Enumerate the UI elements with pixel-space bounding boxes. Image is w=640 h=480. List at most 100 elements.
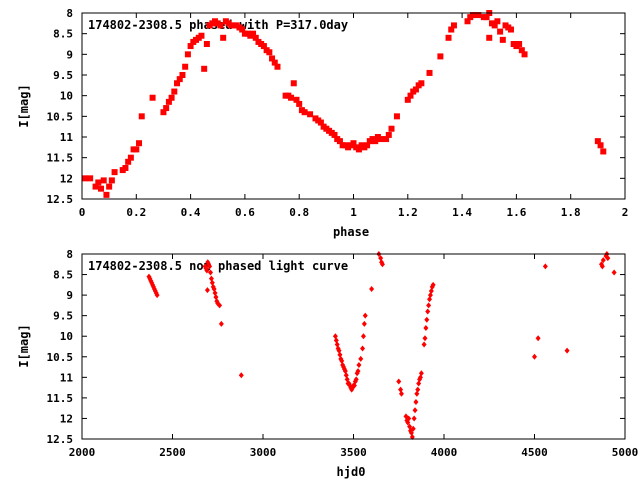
phased-data-point [437,53,444,60]
unphased-y-tick-label: 11.5 [47,392,74,405]
unphased-data-point [406,415,412,422]
phased-data-point [364,142,371,149]
unphased-data-point [423,325,429,331]
unphased-y-tick-label: 8 [66,248,73,261]
phased-data-point [201,65,208,72]
unphased-data-point [336,347,342,354]
unphased-data-point [208,275,214,282]
unphased-data-point [343,372,349,379]
unphased-data-point [427,292,433,299]
phased-data-point [133,146,140,153]
unphased-data-point [209,279,215,286]
phased-y-tick-label: 11 [60,131,74,144]
phased-data-point [81,175,88,182]
unphased-data-point [154,292,160,299]
unphased-data-point [238,372,244,379]
unphased-data-point [413,399,419,405]
phased-x-tick-label: 1.8 [561,206,581,219]
unphased-data-point [332,333,338,340]
phased-data-point [518,47,525,54]
phased-data-point [165,98,172,105]
phased-data-point [426,69,433,76]
phased-data-point [269,55,276,62]
unphased-data-point [344,376,350,383]
phased-data-point [483,14,490,21]
phased-plot-frame [81,12,626,200]
phased-data-point [138,113,145,120]
unphased-data-point [407,423,413,430]
phased-data-point [491,22,498,29]
phased-data-point [122,165,129,171]
unphased-data-point [396,378,402,385]
phased-data-point [239,26,246,33]
unphased-data-point [409,433,415,440]
phased-x-tick-label: 1 [350,206,357,219]
unphased-y-tick-label: 11 [60,371,74,384]
phased-x-tick-label: 0 [79,206,86,219]
phased-data-point [182,63,189,70]
phased-data-point [288,94,295,101]
unphased-data-point [605,255,611,262]
phased-data-point [95,179,102,186]
phased-data-point [168,94,175,101]
unphased-x-tick-label: 4500 [521,446,548,459]
unphased-x-tick-label: 2000 [69,446,96,459]
phased-data-point [250,30,257,37]
phased-data-point [594,138,601,145]
phased-data-point [187,43,194,50]
phased-data-point [494,18,501,25]
phased-data-point [499,36,506,43]
phased-data-point [412,86,419,93]
phased-y-tick-label: 10 [60,90,73,103]
phased-data-point [469,12,476,19]
unphased-x-tick-label: 4000 [431,446,458,459]
unphased-data-point [418,370,424,377]
unphased-y-tick-label: 12.5 [47,433,74,446]
unphased-data-point [398,390,404,397]
unphased-data-point [360,333,366,340]
unphased-y-axis-label: I[mag] [17,324,31,367]
phased-data-point [274,63,281,70]
phased-data-point [464,18,471,25]
phased-data-point [260,43,267,50]
phased-data-point [220,34,227,41]
phased-data-point [98,185,105,192]
phased-data-point [372,138,379,145]
unphased-data-point [212,290,218,297]
phased-data-point [106,183,113,190]
phased-data-point [179,72,186,78]
unphased-data-point [428,288,434,294]
unphased-data-point [207,263,213,270]
unphased-data-point [339,357,345,364]
unphased-y-tick-label: 9.5 [53,310,73,323]
phased-y-tick-label: 9.5 [53,69,73,82]
unphased-data-point [408,429,414,436]
unphased-data-point [398,386,404,393]
phased-data-point [393,113,400,120]
phased-x-tick-label: 0.6 [235,206,255,219]
unphased-y-tick-label: 10 [60,330,73,343]
unphased-x-tick-label: 3500 [340,446,367,459]
unphased-data-point [204,287,210,294]
unphased-data-point [424,316,430,323]
phased-y-axis-label: I[mag] [17,84,31,127]
phased-y-tick-label: 12.5 [47,193,74,206]
unphased-data-point [204,267,210,274]
phased-data-point [103,191,110,198]
unphased-axis-ticks: 2000 2500 3000 3500 4000 4500 5000 8 8.5 9 9.5 10 10… [47,248,639,459]
phased-data-point [486,34,493,41]
unphased-data-point [416,380,422,387]
unphased-data-point [599,263,605,270]
phased-data-point [149,94,156,101]
phased-x-tick-label: 1.6 [506,206,526,219]
unphased-data-point [217,302,223,309]
unphased-data-point [362,312,368,319]
phased-data-point [317,119,324,126]
phased-axis-ticks: 0 0.2 0.4 0.6 0.8 1 1.2 1.4 1.6 1.8 2 8 8.5 9 9.5 10 10.… [47,7,629,219]
phased-light-curve-panel: 174802-2308.5 phased with P=317.0day pha… [17,7,628,239]
phased-y-tick-label: 8 [66,7,73,20]
unphased-data-point [342,368,348,375]
unphased-y-tick-label: 10.5 [47,351,74,364]
